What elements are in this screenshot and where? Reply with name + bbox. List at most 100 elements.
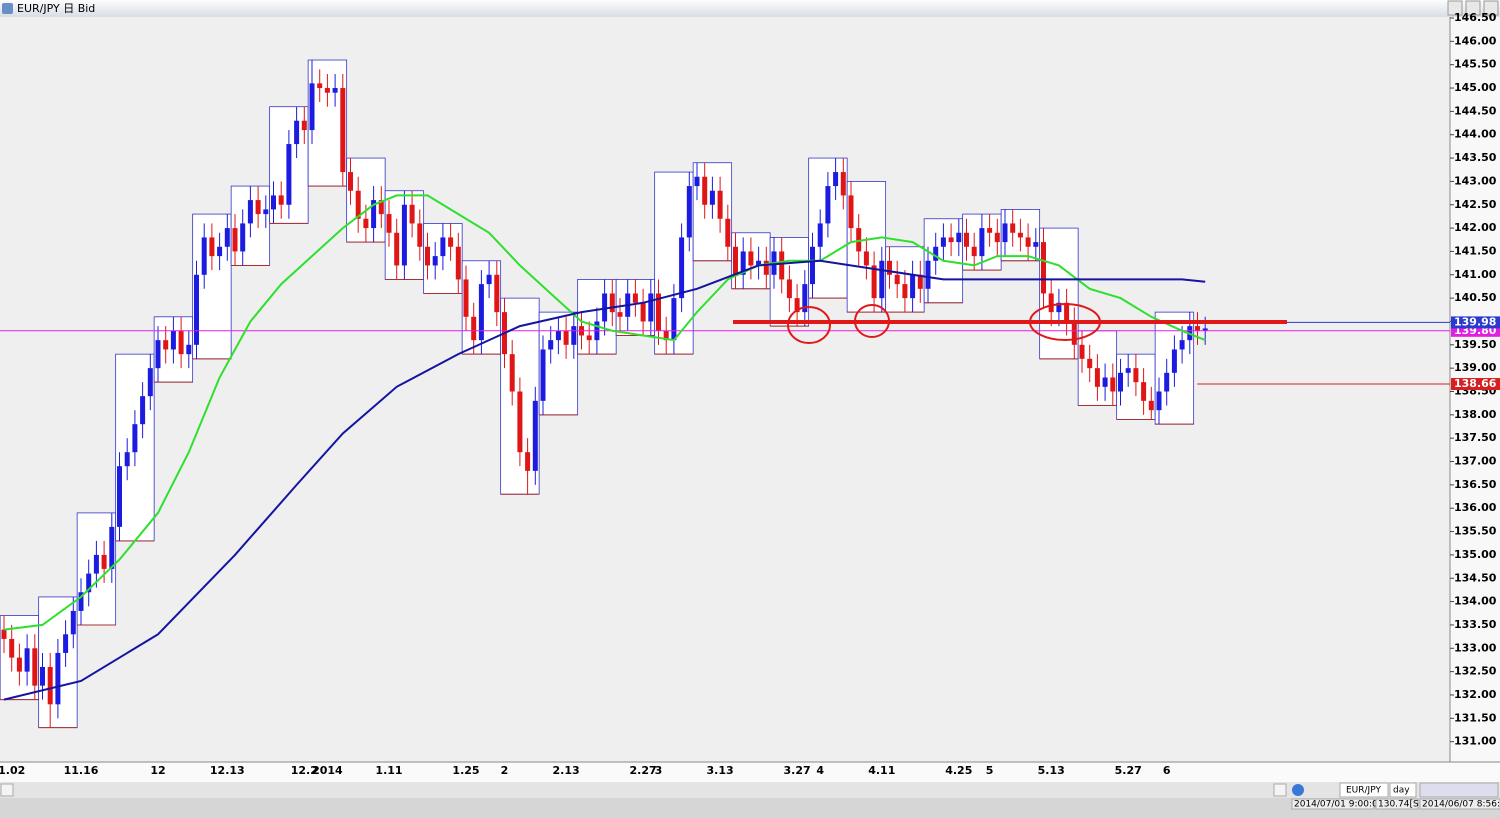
x-tick-label: 12.13 <box>210 764 245 777</box>
candle-body <box>448 237 454 247</box>
candle-body <box>848 195 854 229</box>
candle-body <box>294 120 300 145</box>
candle-body <box>301 120 307 131</box>
y-tick-label: 143.00 <box>1454 174 1497 187</box>
candle-body <box>1002 223 1008 243</box>
y-tick-label: 140.50 <box>1454 291 1497 304</box>
candle-body <box>317 83 323 89</box>
candle-body <box>170 330 176 350</box>
candle-body <box>1164 372 1170 392</box>
candle-body <box>632 293 638 303</box>
price-tag <box>1451 316 1500 329</box>
candle-body <box>948 237 954 243</box>
candle-body <box>679 237 685 299</box>
candle-body <box>717 190 723 219</box>
candle-body <box>1102 377 1108 387</box>
candle-body <box>971 246 977 257</box>
x-tick-label: 4 <box>816 764 824 777</box>
candle-body <box>494 274 500 313</box>
candle-body <box>779 251 785 280</box>
status-bar <box>0 798 1500 818</box>
candle-body <box>656 293 661 331</box>
candle-body <box>602 293 608 322</box>
candle-body <box>1048 293 1054 313</box>
candle-body <box>1133 368 1139 383</box>
scroll-right[interactable] <box>1273 783 1287 797</box>
candle-body <box>1110 377 1116 392</box>
candle-body <box>1056 302 1062 313</box>
candle-body <box>555 330 561 341</box>
tool-buttons[interactable] <box>1419 782 1499 798</box>
candle-body <box>994 232 1000 243</box>
y-tick-label: 146.50 <box>1454 11 1497 24</box>
candle-body <box>232 228 238 252</box>
candle-body <box>271 195 276 210</box>
candle-body <box>1025 237 1031 247</box>
candle-body <box>432 256 438 266</box>
x-tick-label: 4.25 <box>945 764 972 777</box>
candle-body <box>817 223 823 247</box>
x-tick-label: 4.11 <box>868 764 895 777</box>
status-cell <box>1291 798 1375 810</box>
candle-body <box>1141 382 1147 401</box>
candle-body <box>964 232 969 247</box>
zoom-button[interactable] <box>1292 784 1304 796</box>
candle-body <box>147 368 153 397</box>
candle-body <box>987 228 993 233</box>
candle-body <box>178 330 184 355</box>
candle-body <box>63 634 69 653</box>
candle-body <box>1125 368 1131 373</box>
marker-circle <box>854 304 890 338</box>
minimize-button[interactable] <box>1447 0 1463 16</box>
y-tick-label: 136.50 <box>1454 478 1497 491</box>
candle-body <box>1041 242 1046 294</box>
x-tick-label: 5.27 <box>1115 764 1142 777</box>
status-clock: 2014/06/07 8:56:09 <box>1422 800 1500 810</box>
candle-body <box>425 246 430 266</box>
x-tick-label: 3.13 <box>707 764 734 777</box>
candle-body <box>55 652 61 705</box>
candle-body <box>917 274 923 289</box>
period-select[interactable] <box>1389 782 1417 798</box>
y-tick-label: 134.50 <box>1454 571 1497 584</box>
candle-body <box>163 340 169 350</box>
y-tick-label: 137.50 <box>1454 431 1497 444</box>
y-tick-label: 142.00 <box>1454 221 1497 234</box>
candle-body <box>532 400 538 471</box>
candle-body <box>386 214 392 233</box>
candle-body <box>255 200 261 215</box>
candle-body <box>1 629 7 639</box>
symbol-text: EUR/JPY <box>1346 786 1381 796</box>
candle-body <box>155 340 161 369</box>
candle-body <box>201 237 207 275</box>
candle-body <box>394 232 400 266</box>
candle-body <box>132 424 138 453</box>
candle-body <box>348 172 353 191</box>
symbol-select[interactable] <box>1339 782 1389 798</box>
scroll-left[interactable] <box>0 783 14 797</box>
candle-body <box>101 554 107 569</box>
date-axis <box>0 762 1500 782</box>
marker-ellipse <box>1029 303 1101 341</box>
y-tick-label: 146.00 <box>1454 34 1497 47</box>
candle-body <box>263 209 269 215</box>
candle-body <box>40 666 45 686</box>
y-tick-label: 132.00 <box>1454 688 1497 701</box>
candle-body <box>140 396 146 425</box>
candle-body <box>209 237 215 257</box>
candle-body <box>1179 340 1185 350</box>
y-tick-label: 141.50 <box>1454 244 1497 257</box>
x-tick-label: 1.11 <box>375 764 402 777</box>
y-tick-label: 133.00 <box>1454 641 1497 654</box>
close-button[interactable] <box>1483 0 1499 16</box>
candle-body <box>247 200 253 224</box>
x-tick-label: 6 <box>1163 764 1171 777</box>
y-tick-label: 145.00 <box>1454 81 1497 94</box>
scroll-bar[interactable] <box>0 782 1500 798</box>
candle-body <box>1202 328 1208 331</box>
candle-body <box>609 293 615 313</box>
maximize-button[interactable] <box>1465 0 1481 16</box>
x-tick-label: 2.13 <box>553 764 580 777</box>
candle-body <box>1195 326 1200 331</box>
candle-body <box>417 223 423 247</box>
